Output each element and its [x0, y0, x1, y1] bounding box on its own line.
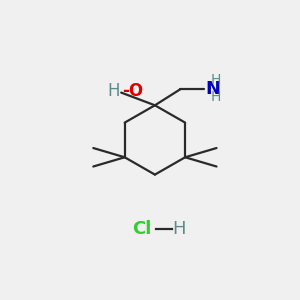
Text: H: H — [107, 82, 120, 100]
Text: Cl: Cl — [132, 220, 152, 238]
Text: N: N — [205, 80, 220, 98]
Text: -O: -O — [122, 82, 143, 100]
Text: H: H — [211, 74, 221, 87]
Text: H: H — [172, 220, 186, 238]
Text: H: H — [211, 90, 221, 104]
